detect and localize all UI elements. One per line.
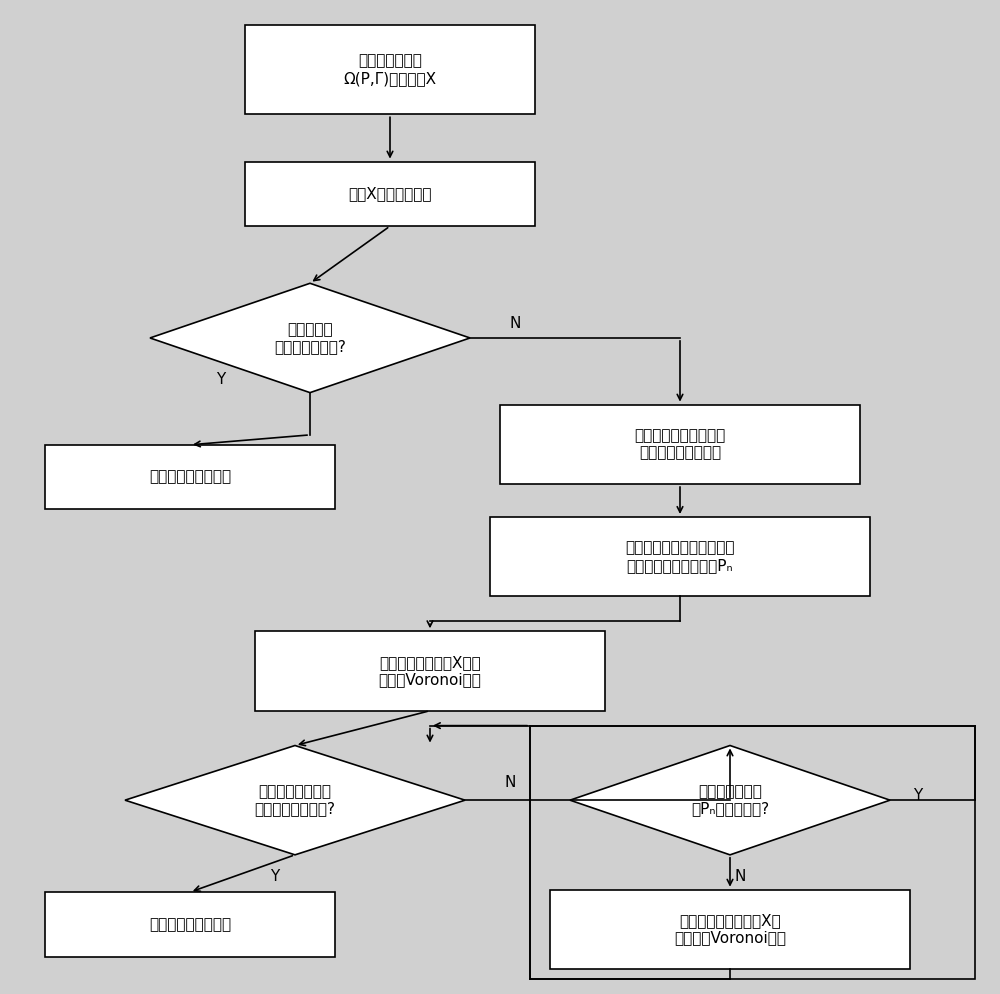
Polygon shape	[150, 283, 470, 393]
FancyBboxPatch shape	[550, 890, 910, 969]
Text: N: N	[509, 315, 521, 331]
FancyBboxPatch shape	[500, 405, 860, 484]
Text: Y: Y	[216, 372, 225, 387]
Text: Y: Y	[913, 787, 923, 803]
Text: 确定X的初始影响域: 确定X的初始影响域	[348, 186, 432, 202]
Text: Y: Y	[270, 869, 280, 885]
FancyBboxPatch shape	[245, 25, 535, 114]
Text: N: N	[734, 869, 746, 885]
Text: 对插值点初始影响域中
的约束线段进行细分: 对插值点初始影响域中 的约束线段进行细分	[634, 428, 726, 460]
Text: 加入约束线段，计算X的
二阶约束Voronoi单元: 加入约束线段，计算X的 二阶约束Voronoi单元	[674, 913, 786, 945]
FancyBboxPatch shape	[255, 631, 605, 711]
FancyBboxPatch shape	[245, 161, 535, 226]
FancyBboxPatch shape	[490, 517, 870, 596]
Text: 给定平面直线图
Ω(P,Γ)和插值点X: 给定平面直线图 Ω(P,Γ)和插值点X	[343, 54, 437, 85]
Text: 插值点是否
在约束线段集上?: 插值点是否 在约束线段集上?	[274, 322, 346, 354]
Text: N: N	[504, 774, 516, 790]
Text: 计算插值点的属性值: 计算插值点的属性值	[149, 469, 231, 485]
Text: 在加入附加点的数据域中寻
找插值点的准自然邻点Pₙ: 在加入附加点的数据域中寻 找插值点的准自然邻点Pₙ	[625, 541, 735, 573]
Text: 初始影响域的约束
线段堆栈是否为空?: 初始影响域的约束 线段堆栈是否为空?	[254, 784, 336, 816]
Text: 计算插值点的属性值: 计算插值点的属性值	[149, 916, 231, 932]
Polygon shape	[570, 746, 890, 855]
FancyBboxPatch shape	[45, 893, 335, 956]
FancyBboxPatch shape	[45, 445, 335, 509]
Text: 根据对偶法则构建X的二
阶常规Voronoi单元: 根据对偶法则构建X的二 阶常规Voronoi单元	[379, 655, 481, 687]
Text: 约束线段的端点
是Pₙ中的相邻点?: 约束线段的端点 是Pₙ中的相邻点?	[691, 784, 769, 816]
Polygon shape	[125, 746, 465, 855]
